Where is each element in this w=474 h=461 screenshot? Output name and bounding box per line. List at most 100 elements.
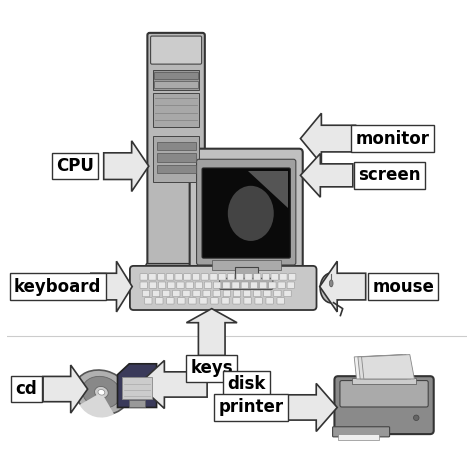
FancyBboxPatch shape (200, 298, 207, 304)
Bar (154, 136, 199, 182)
FancyBboxPatch shape (142, 290, 150, 297)
FancyBboxPatch shape (211, 298, 218, 304)
FancyBboxPatch shape (335, 376, 434, 434)
Polygon shape (248, 171, 288, 207)
Polygon shape (43, 365, 88, 413)
FancyBboxPatch shape (149, 274, 156, 280)
FancyBboxPatch shape (219, 278, 273, 290)
Ellipse shape (82, 376, 121, 408)
FancyBboxPatch shape (280, 274, 287, 280)
Polygon shape (282, 384, 337, 431)
FancyBboxPatch shape (167, 298, 174, 304)
Bar (156, 154, 196, 161)
FancyBboxPatch shape (190, 149, 303, 276)
FancyBboxPatch shape (223, 290, 230, 297)
FancyBboxPatch shape (147, 33, 205, 284)
FancyBboxPatch shape (269, 282, 276, 289)
Polygon shape (118, 364, 156, 408)
FancyBboxPatch shape (284, 290, 291, 297)
Text: screen: screen (358, 166, 421, 184)
Text: mouse: mouse (373, 278, 434, 296)
Ellipse shape (74, 370, 128, 414)
Polygon shape (301, 113, 356, 164)
FancyBboxPatch shape (204, 282, 212, 289)
Text: cd: cd (16, 380, 37, 398)
FancyBboxPatch shape (158, 282, 166, 289)
Text: monitor: monitor (356, 130, 429, 148)
FancyBboxPatch shape (145, 298, 152, 304)
FancyBboxPatch shape (250, 282, 258, 289)
FancyBboxPatch shape (140, 274, 147, 280)
FancyBboxPatch shape (232, 282, 239, 289)
FancyBboxPatch shape (186, 282, 193, 289)
Polygon shape (104, 141, 149, 191)
Bar (154, 81, 198, 88)
Polygon shape (301, 154, 353, 197)
Bar (129, 400, 145, 408)
Polygon shape (362, 355, 414, 379)
Bar (154, 70, 199, 90)
Wedge shape (80, 392, 114, 418)
FancyBboxPatch shape (157, 274, 165, 280)
Bar (154, 72, 198, 79)
FancyBboxPatch shape (245, 274, 252, 280)
FancyBboxPatch shape (255, 298, 262, 304)
FancyBboxPatch shape (289, 274, 296, 280)
Text: keys: keys (191, 360, 233, 378)
FancyBboxPatch shape (189, 298, 196, 304)
Ellipse shape (228, 186, 274, 241)
FancyBboxPatch shape (213, 290, 220, 297)
Bar (154, 93, 199, 127)
FancyBboxPatch shape (183, 290, 190, 297)
FancyBboxPatch shape (201, 274, 209, 280)
FancyBboxPatch shape (233, 290, 241, 297)
FancyBboxPatch shape (278, 282, 285, 289)
FancyBboxPatch shape (223, 282, 230, 289)
FancyBboxPatch shape (254, 290, 261, 297)
FancyBboxPatch shape (178, 298, 185, 304)
FancyBboxPatch shape (130, 266, 317, 310)
FancyBboxPatch shape (184, 274, 191, 280)
Polygon shape (354, 355, 407, 379)
Ellipse shape (320, 273, 342, 303)
Polygon shape (358, 355, 411, 379)
Ellipse shape (413, 415, 419, 420)
FancyBboxPatch shape (193, 290, 200, 297)
FancyBboxPatch shape (254, 274, 261, 280)
Text: CPU: CPU (56, 157, 94, 175)
FancyBboxPatch shape (177, 282, 184, 289)
FancyBboxPatch shape (140, 282, 147, 289)
Bar (235, 267, 258, 284)
FancyBboxPatch shape (202, 168, 290, 258)
FancyBboxPatch shape (219, 274, 226, 280)
FancyBboxPatch shape (168, 282, 175, 289)
FancyBboxPatch shape (287, 282, 294, 289)
FancyBboxPatch shape (214, 282, 221, 289)
FancyBboxPatch shape (146, 264, 206, 283)
FancyBboxPatch shape (264, 290, 271, 297)
Bar (352, 378, 416, 384)
FancyBboxPatch shape (274, 290, 281, 297)
FancyBboxPatch shape (149, 282, 156, 289)
FancyBboxPatch shape (151, 36, 201, 64)
Polygon shape (138, 361, 207, 408)
FancyBboxPatch shape (277, 298, 284, 304)
FancyBboxPatch shape (271, 274, 278, 280)
FancyBboxPatch shape (241, 282, 248, 289)
FancyBboxPatch shape (166, 274, 173, 280)
FancyBboxPatch shape (192, 274, 200, 280)
FancyBboxPatch shape (210, 274, 217, 280)
Ellipse shape (98, 390, 105, 395)
FancyBboxPatch shape (266, 298, 273, 304)
Ellipse shape (329, 280, 333, 287)
Bar (156, 165, 196, 173)
FancyBboxPatch shape (260, 282, 267, 289)
Bar (122, 377, 152, 399)
FancyBboxPatch shape (153, 290, 160, 297)
FancyBboxPatch shape (163, 290, 170, 297)
FancyBboxPatch shape (175, 274, 182, 280)
Text: printer: printer (218, 398, 283, 416)
FancyBboxPatch shape (197, 159, 296, 265)
Ellipse shape (95, 386, 108, 398)
Polygon shape (186, 308, 237, 355)
